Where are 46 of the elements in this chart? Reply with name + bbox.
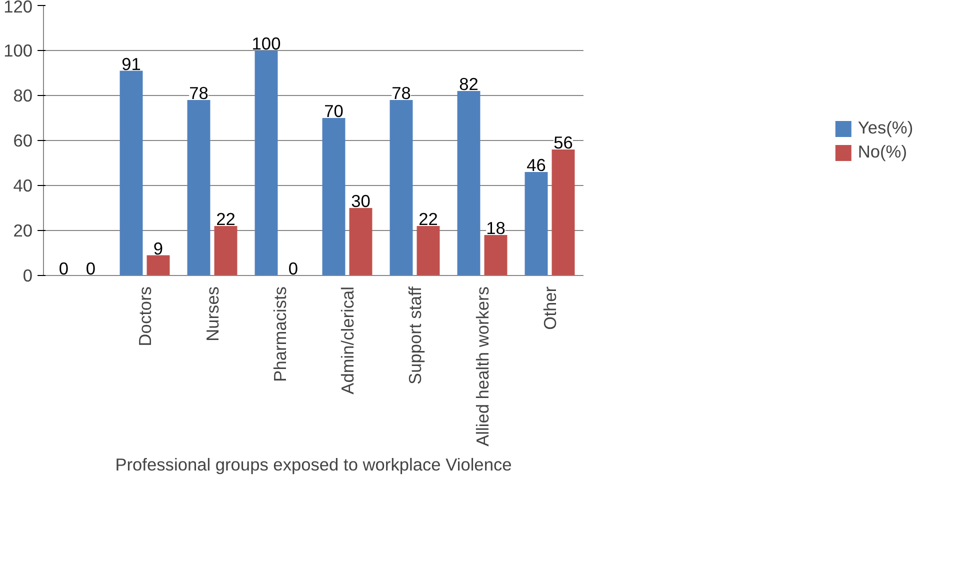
x-tick-label: Support staff (404, 286, 425, 384)
x-tick-label: Nurses (202, 286, 222, 342)
x-tick-label: Doctors (134, 286, 155, 346)
bar (322, 118, 346, 276)
data-label: 0 (288, 258, 298, 278)
y-tick-label: 0 (22, 266, 33, 286)
data-label: 30 (351, 191, 370, 211)
data-label: 91 (122, 54, 141, 74)
bar (416, 226, 440, 276)
bar (120, 70, 143, 276)
bar (484, 235, 508, 276)
bar (214, 226, 238, 276)
data-label: 56 (554, 132, 573, 152)
bar (349, 208, 372, 276)
x-tick-label: Pharmacists (270, 286, 290, 382)
bar (457, 91, 480, 276)
data-label: 0 (58, 258, 69, 278)
x-tick-label: Admin/clerical (337, 286, 358, 394)
data-label: 22 (418, 209, 438, 229)
bar (254, 50, 278, 276)
x-axis-title: Professional groups exposed to workplace Violence (115, 454, 512, 474)
bar (146, 255, 170, 276)
bar (524, 172, 548, 276)
data-label: 0 (86, 258, 96, 278)
data-label: 18 (486, 218, 506, 238)
y-tick-label: 100 (4, 40, 33, 60)
data-label: 46 (526, 155, 546, 175)
y-tick-label: 40 (13, 176, 33, 196)
bar (187, 100, 210, 276)
data-label: 100 (252, 34, 281, 54)
legend-label: Yes(%) (858, 118, 914, 138)
bar (552, 150, 575, 276)
x-tick-label: Other (540, 286, 560, 330)
data-label: 78 (392, 83, 411, 103)
data-label: 70 (324, 101, 344, 121)
data-label: 78 (189, 83, 208, 103)
y-tick-label: 120 (4, 0, 33, 16)
x-tick-label: Allied health workers (472, 286, 492, 446)
data-label: 82 (459, 74, 478, 94)
y-tick-label: 20 (13, 220, 33, 240)
data-label: 9 (153, 238, 164, 258)
data-label: 22 (216, 209, 236, 229)
y-tick-label: 80 (13, 86, 33, 106)
bar (390, 100, 413, 276)
y-tick-label: 60 (13, 130, 33, 150)
legend-label: No(%) (858, 142, 907, 162)
